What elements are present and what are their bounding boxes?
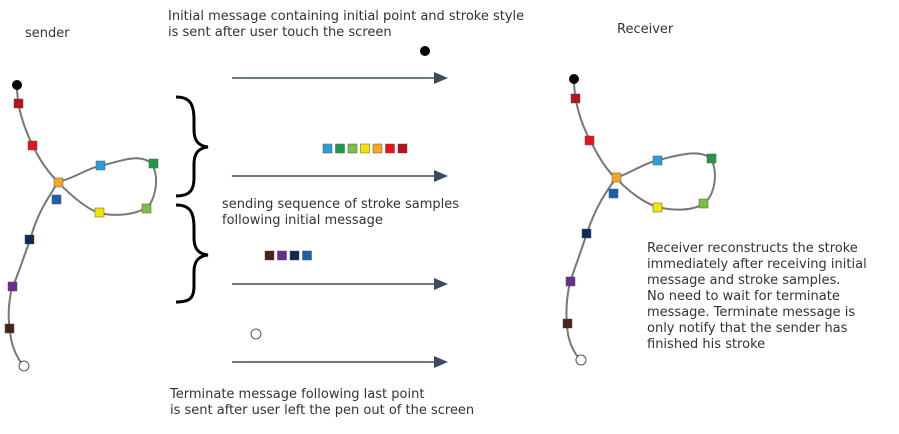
sample-orange: [53, 177, 64, 188]
receiver-sample-navy: [581, 228, 592, 239]
sample-green: [148, 158, 159, 169]
receiver-label: Receiver: [617, 22, 674, 37]
sample-red: [27, 140, 38, 151]
packet-sample-square: [302, 250, 312, 261]
receiver-start-point-icon: [569, 74, 579, 84]
packet-sample-square: [360, 143, 370, 154]
packet-sample-square: [335, 143, 345, 154]
packet-sample-square: [322, 143, 333, 154]
brace-bottom-icon: [175, 203, 209, 304]
sender-stroke-path: [7, 85, 157, 367]
sample-light-blue: [95, 160, 106, 171]
receiver-note: Receiver reconstructs the stroke immedia…: [647, 241, 867, 352]
receiver-sample-green: [706, 153, 717, 164]
initial-message-label: Initial message containing initial point…: [168, 9, 525, 40]
sample-lime: [141, 203, 152, 214]
receiver-sample-dark-red: [570, 93, 581, 104]
sample-dark-red: [13, 98, 24, 109]
sample-purple: [7, 281, 18, 292]
sequence-message-label: sending sequence of stroke samples follo…: [222, 197, 460, 228]
sample-packet-2: [264, 250, 312, 261]
packet-sample-square: [347, 143, 358, 154]
brace-top-icon: [175, 95, 209, 198]
receiver-sample-orange: [611, 172, 622, 183]
arrow-4: [232, 356, 448, 368]
packet-sample-square: [397, 143, 408, 154]
sample-brown: [4, 323, 15, 334]
arrow-1: [232, 72, 448, 84]
receiver-sample-purple: [565, 276, 576, 287]
initial-point-packet-icon: [420, 46, 430, 56]
terminate-message-label: Terminate message following last point i…: [170, 387, 475, 418]
receiver-sample-lime: [698, 198, 709, 209]
receiver-stroke: [562, 74, 717, 366]
receiver-sample-light-blue: [652, 155, 663, 166]
end-point-icon: [18, 360, 30, 372]
sender-stroke: [4, 80, 159, 372]
start-point-icon: [12, 80, 22, 90]
receiver-sample-blue: [608, 188, 619, 199]
packet-sample-square: [372, 143, 383, 154]
receiver-sample-yellow: [652, 202, 663, 213]
sample-yellow: [94, 207, 105, 218]
arrow-3: [232, 278, 448, 290]
terminate-point-packet-icon: [250, 328, 262, 340]
sample-packet-1: [322, 143, 408, 154]
receiver-end-point-icon: [575, 354, 587, 366]
receiver-sample-red: [584, 135, 595, 146]
packet-sample-square: [277, 250, 287, 261]
packet-sample-square: [385, 143, 395, 154]
packet-sample-square: [289, 250, 300, 261]
arrow-2: [232, 170, 448, 182]
receiver-sample-brown: [562, 318, 573, 329]
sender-label: sender: [25, 26, 70, 41]
sample-navy: [24, 234, 35, 245]
sample-blue: [51, 194, 62, 205]
packet-sample-square: [264, 250, 275, 261]
